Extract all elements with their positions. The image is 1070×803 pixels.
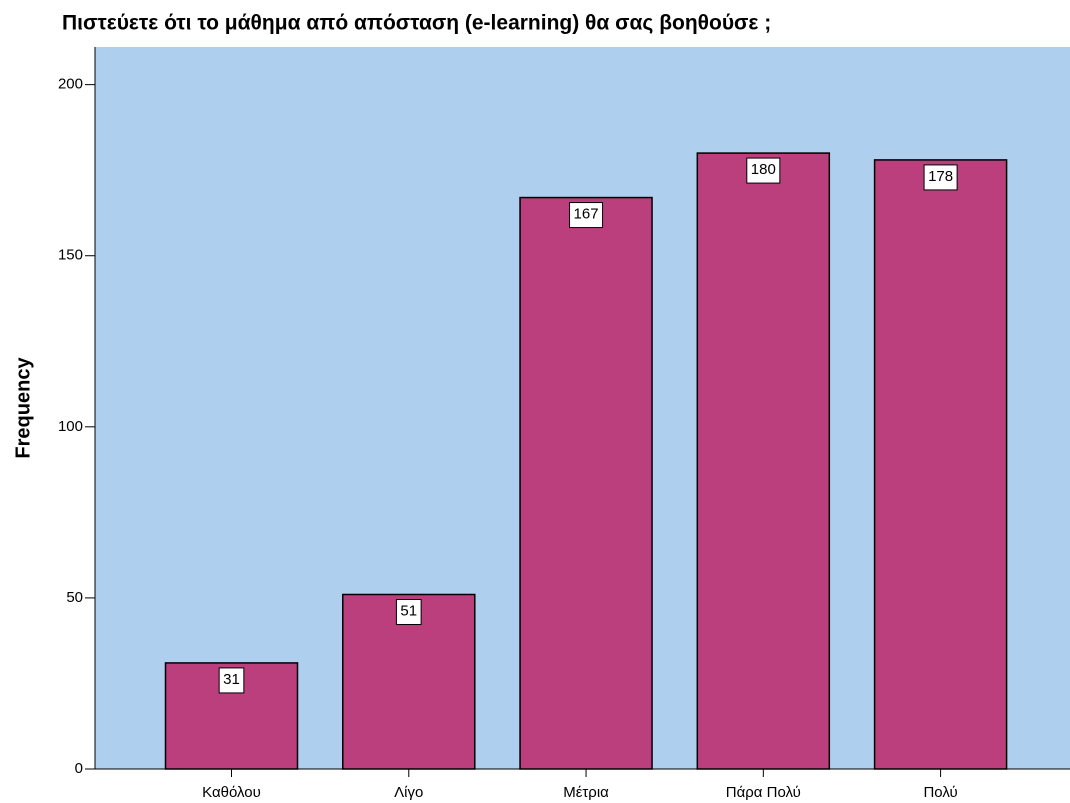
y-tick-label: 150 [58,247,83,264]
data-label-box [923,164,958,191]
data-label-box [746,157,781,184]
data-label: 180 [751,161,776,178]
data-label: 51 [400,602,417,619]
x-tick-label: Λίγο [394,784,423,801]
y-tick-label: 200 [58,76,83,93]
y-tick-label: 100 [58,418,83,435]
x-tick-label: Πάρα Πολύ [726,784,801,801]
data-label-box [569,202,604,229]
data-label-box [395,598,422,625]
y-tick-label: 50 [66,589,83,606]
chart-title: Πιστεύετε ότι το μάθημα από απόσταση (e-… [62,12,771,35]
data-label: 178 [928,168,953,185]
data-label: 167 [574,206,599,223]
x-tick-label: Μέτρια [563,784,609,801]
x-tick-label: Πολύ [923,784,957,801]
data-label-box [218,667,245,694]
bar [873,159,1008,770]
y-tick-label: 0 [75,760,83,777]
bar [519,196,653,770]
x-tick-label: Καθόλου [202,784,261,801]
data-label: 31 [223,671,240,688]
bar [696,152,831,770]
y-axis-label: Frequency [12,357,34,459]
